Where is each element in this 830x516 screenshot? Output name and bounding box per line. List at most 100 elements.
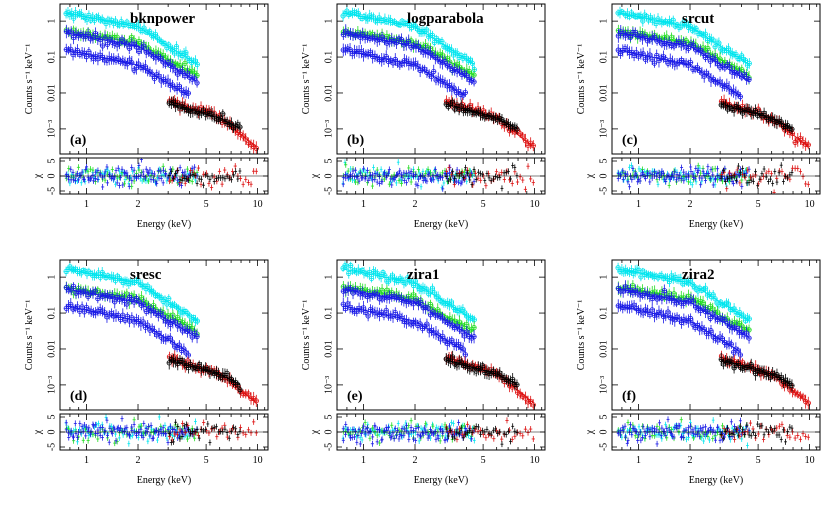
residual-axis-label: χ	[32, 173, 43, 179]
x-tick-label: 10	[805, 199, 815, 210]
panel-bknpower: 1 2 5 10 1 0.1 0.01 10⁻³ 5 0 -5 Counts s⁻¹ keV⁻¹ χ En…	[24, 3, 269, 230]
y-axis-label: Counts s⁻¹ keV⁻¹	[24, 44, 35, 114]
residuals-black-5	[719, 162, 794, 189]
data-point-marker	[651, 60, 658, 66]
series-blue-2	[63, 24, 200, 88]
data-point-marker	[194, 80, 200, 86]
spectrum-plot-area	[63, 7, 259, 154]
x-axis-label: Energy (keV)	[689, 219, 744, 230]
x-tick-label: 2	[413, 199, 418, 210]
panel-letter-label: (c)	[622, 133, 638, 148]
data-point-marker	[235, 130, 241, 136]
resid-tick-label: 0	[598, 174, 609, 179]
series-blue-3	[340, 42, 468, 100]
y-tick-label: 0.1	[46, 51, 57, 64]
residuals-blue-3	[616, 163, 742, 190]
data-point-marker	[406, 38, 412, 44]
model-line-black	[169, 103, 241, 129]
y-tick-label: 10⁻³	[46, 120, 57, 138]
data-point-marker	[640, 18, 646, 24]
model-line-blue	[343, 32, 475, 82]
x-tick-label: 2	[136, 199, 141, 210]
model-line-blue	[343, 49, 466, 97]
data-point-marker	[237, 131, 244, 137]
data-point-marker	[173, 44, 180, 50]
model-line-blue	[618, 32, 750, 82]
series-black-5	[718, 99, 795, 135]
model-line-blue	[66, 32, 198, 82]
x-tick-label: 1	[84, 199, 89, 210]
residual-plot-area	[64, 158, 258, 191]
series-red-4	[718, 94, 811, 151]
resid-tick-label: 5	[598, 159, 609, 164]
data-point-marker	[243, 136, 249, 142]
model-line-cyan	[618, 12, 750, 65]
x-tick-label: 2	[688, 199, 693, 210]
y-axis-label: Counts s⁻¹ keV⁻¹	[576, 44, 587, 114]
series-cyan-0	[63, 7, 200, 70]
x-tick-label: 1	[636, 199, 641, 210]
series-red-4	[166, 94, 259, 154]
model-name-label: bknpower	[130, 11, 195, 27]
resid-tick-label: 5	[46, 159, 57, 164]
data-point-marker	[789, 126, 795, 132]
y-tick-label: 0.01	[323, 84, 334, 102]
data-point-marker	[218, 115, 224, 121]
series-black-5	[166, 96, 243, 134]
panel-letter-label: (a)	[70, 133, 87, 148]
x-tick-label: 5	[756, 199, 761, 210]
y-tick-label: 1	[598, 19, 609, 24]
resid-tick-label: 0	[46, 174, 57, 179]
model-line-blue	[618, 49, 741, 97]
spectrum-frame	[611, 3, 821, 155]
data-point-marker	[100, 43, 106, 49]
data-point-marker	[431, 68, 437, 75]
data-point-marker	[737, 94, 743, 100]
residual-axis-label: χ	[309, 173, 320, 179]
resid-tick-label: 5	[323, 159, 334, 164]
series-blue-2	[340, 24, 477, 87]
data-point-marker	[182, 60, 188, 66]
y-tick-label: 1	[323, 19, 334, 24]
spectrum-plot-area	[615, 6, 811, 151]
data-point-marker	[129, 60, 135, 66]
data-point-marker	[141, 43, 147, 49]
data-point-marker	[104, 41, 111, 47]
data-point-marker	[746, 76, 752, 83]
series-cyan-0	[340, 5, 477, 74]
resid-tick-label: -5	[46, 187, 57, 195]
model-name-label: srcut	[682, 11, 714, 27]
data-point-marker	[670, 17, 676, 23]
residual-plot-area	[341, 159, 535, 193]
model-line-black	[721, 103, 793, 129]
residuals-black-5	[167, 167, 242, 189]
model-line-black	[446, 103, 518, 129]
model-line-blue	[66, 49, 189, 97]
resid-tick-label: 0	[323, 174, 334, 179]
series-cyan-0	[615, 6, 752, 71]
data-point-marker	[471, 79, 477, 85]
series-blue-3	[63, 43, 191, 99]
series-cyan-0	[63, 262, 200, 327]
data-point-marker	[462, 89, 468, 96]
y-tick-label: 0.1	[598, 51, 609, 64]
resid-tick-label: -5	[598, 187, 609, 195]
data-point-marker	[240, 133, 246, 139]
y-tick-label: 10⁻³	[323, 120, 334, 138]
residual-axis-label: χ	[584, 173, 595, 179]
data-point-marker	[171, 50, 178, 56]
x-tick-label: 10	[253, 199, 263, 210]
y-tick-label: 0.01	[46, 84, 57, 102]
model-name-label: logparabola	[407, 11, 484, 27]
resid-tick-label: -5	[323, 187, 334, 195]
x-tick-label: 1	[361, 199, 366, 210]
series-blue-2	[615, 25, 752, 85]
x-tick-label: 5	[204, 199, 209, 210]
y-tick-label: 1	[46, 19, 57, 24]
x-tick-label: 5	[481, 199, 486, 210]
data-point-marker	[194, 61, 200, 67]
series-black-5	[443, 97, 520, 135]
data-point-marker	[752, 107, 759, 114]
